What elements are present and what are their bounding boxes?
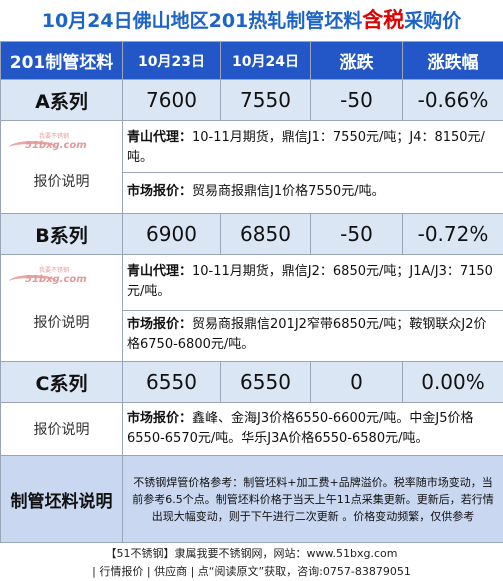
price-day1: 6550: [122, 361, 221, 403]
note-key: 市场报价：: [127, 411, 193, 426]
note-label: 报价说明: [33, 315, 90, 331]
note-cell: 市场报价：鑫峰、金海J3价格6550-6600元/吨。中金J5价格6550-65…: [122, 402, 503, 456]
note-text: 贸易商报鼎信201J2窄带6850元/吨；鞍钢联众J2价格6750-6800元/…: [127, 316, 487, 352]
bottom-info: 【51不锈钢】隶属我要不锈钢网，网站：www.51bxg.com | 行情报价 …: [0, 545, 503, 581]
table-row-b: B系列 6900 6850 -50 -0.72%: [0, 213, 503, 255]
price-day2: 6550: [220, 361, 311, 403]
price-change-pct: -0.66%: [402, 79, 503, 121]
table-row-c: C系列 6550 6550 0 0.00%: [0, 361, 503, 403]
note-key: 市场报价：: [127, 316, 193, 332]
note-label: 报价说明: [33, 422, 90, 438]
header-change: 涨跌: [310, 41, 403, 80]
price-change: -50: [310, 79, 403, 121]
page-title: 10月24日佛山地区201热轧制管坯料含税采购价: [0, 0, 503, 40]
bottom-line-2: | 行情报价 | 供应商 | 点“阅读原文”获取，咨询:0757-8387905…: [92, 565, 411, 578]
title-emphasis: 含税: [362, 8, 405, 32]
header-change-pct: 涨跌幅: [402, 41, 503, 80]
note-key: 青山代理：: [127, 129, 193, 145]
price-day2: 7550: [220, 79, 311, 121]
bottom-line-1: 【51不锈钢】隶属我要不锈钢网，网站：www.51bxg.com: [105, 547, 398, 560]
price-day1: 7600: [122, 79, 221, 121]
header-date-1: 10月23日: [122, 41, 221, 80]
note-row-b: 我要不锈钢 51bxg.com 报价说明 青山代理：10-11月期货，鼎信J2：…: [0, 254, 503, 362]
note-text: 鑫峰、金海J3价格6550-6600元/吨。中金J5价格6550-6570元/吨…: [127, 411, 474, 446]
note-label: 报价说明: [33, 174, 90, 190]
table-row-a: A系列 7600 7550 -50 -0.66%: [0, 79, 503, 121]
header-product: 201制管坯料: [0, 41, 123, 80]
footer-row: 制管坯料说明 不锈钢焊管价格参考：制管坯料+加工费+品牌溢价。税率随市场变动，当…: [0, 455, 503, 543]
watermark-logo: 我要不锈钢 51bxg.com: [9, 129, 87, 159]
note-text: 贸易商报鼎信J1价格7550元/吨。: [192, 183, 385, 199]
header-date-2: 10月24日: [220, 41, 311, 80]
row-name: C系列: [0, 361, 123, 403]
table-header-row: 201制管坯料 10月23日 10月24日 涨跌 涨跌幅: [0, 41, 503, 80]
note-text: 10-11月期货，鼎信J2：6850元/吨；J1A/J3：7150元/吨。: [127, 263, 493, 299]
row-name: B系列: [0, 213, 123, 255]
note-label-cell: 我要不锈钢 51bxg.com 报价说明: [0, 254, 123, 362]
price-table: 201制管坯料 10月23日 10月24日 涨跌 涨跌幅 A系列 7600 75…: [0, 41, 503, 543]
note-row-c: 报价说明 市场报价：鑫峰、金海J3价格6550-6600元/吨。中金J5价格65…: [0, 402, 503, 456]
note-cell: 青山代理：10-11月期货，鼎信J1：7550元/吨；J4：8150元/吨。 市…: [122, 120, 503, 214]
price-change-pct: -0.72%: [402, 213, 503, 255]
watermark-logo: 我要不锈钢 51bxg.com: [9, 263, 87, 293]
title-suffix: 采购价: [404, 10, 462, 32]
title-prefix: 10月24日佛山地区201热轧制管坯料: [41, 10, 363, 32]
note-row-a: 我要不锈钢 51bxg.com 报价说明 青山代理：10-11月期货，鼎信J1：…: [0, 120, 503, 214]
price-day2: 6850: [220, 213, 311, 255]
row-name: A系列: [0, 79, 123, 121]
note-cell: 青山代理：10-11月期货，鼎信J2：6850元/吨；J1A/J3：7150元/…: [122, 254, 503, 362]
note-text: 10-11月期货，鼎信J1：7550元/吨；J4：8150元/吨。: [127, 129, 485, 165]
price-change-pct: 0.00%: [402, 361, 503, 403]
footer-note: 不锈钢焊管价格参考：制管坯料+加工费+品牌溢价。税率随市场变动，当前参考6.5个…: [122, 455, 503, 543]
note-key: 市场报价：: [127, 183, 193, 199]
note-label-cell: 我要不锈钢 51bxg.com 报价说明: [0, 120, 123, 214]
price-change: -50: [310, 213, 403, 255]
price-change: 0: [310, 361, 403, 403]
note-key: 青山代理：: [127, 263, 193, 279]
price-day1: 6900: [122, 213, 221, 255]
footer-label: 制管坯料说明: [0, 455, 123, 543]
note-label-cell: 报价说明: [0, 402, 123, 456]
